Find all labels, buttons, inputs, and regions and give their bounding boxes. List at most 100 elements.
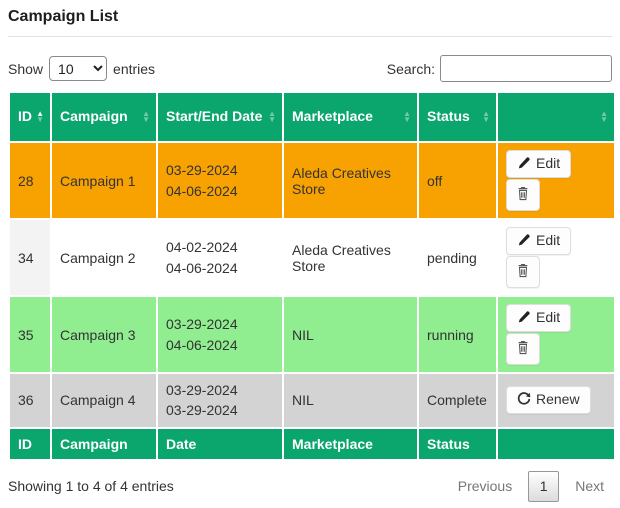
column-header-label: ID [18,108,32,125]
cell-campaign: Campaign 2 [52,220,156,295]
date-line: 04-02-2024 [166,239,238,256]
renew-button[interactable]: Renew [506,386,591,415]
cell-marketplace: Aleda Creatives Store [284,220,417,295]
table-footer: Showing 1 to 4 of 4 entries Previous 1 N… [8,470,612,502]
cell-status: Complete [419,374,496,427]
cell-marketplace: NIL [284,297,417,372]
sort-desc-icon: ▼ [142,115,150,124]
delete-button[interactable] [506,256,540,288]
sort-arrows-icon: ▲ ▼ [142,110,150,124]
trash-icon [516,340,530,358]
footer-header-date: Date [158,428,282,459]
sort-desc-icon: ▼ [36,115,44,124]
edit-button[interactable]: Edit [506,227,572,255]
footer-header-status: Status [419,428,496,459]
entries-label: entries [113,60,156,77]
next-page-button[interactable]: Next [575,478,604,495]
column-header-label: Status [427,108,470,125]
edit-button[interactable]: Edit [506,150,572,178]
column-header-status[interactable]: Status ▲ ▼ [419,93,496,141]
column-header-inner: ID ▲ ▼ [18,108,44,126]
column-header-label: Campaign [60,108,128,125]
cell-campaign: Campaign 3 [52,297,156,372]
cell-marketplace: Aleda Creatives Store [284,143,417,218]
table-row: 28 Campaign 1 03-29-2024 04-06-2024 Aleda Cr… [10,143,614,218]
pencil-icon [517,310,531,327]
pagination: Previous 1 Next [456,470,606,502]
date-line: 03-29-2024 [166,382,238,398]
campaign-table: ID ▲ ▼ Campaign ▲ ▼ Start/End Date ▲ ▼ Marketplac… [8,91,616,461]
trash-icon [516,186,530,204]
edit-button[interactable]: Edit [506,304,572,332]
column-header-inner: Start/End Date ▲ ▼ [166,108,276,126]
cell-status: running [419,297,496,372]
column-header-inner: Status ▲ ▼ [427,108,490,126]
pencil-icon [517,233,531,250]
search-label: Search: [386,60,435,77]
page-length-select[interactable]: 10 [49,56,108,81]
sort-arrows-icon: ▲ ▼ [403,109,411,124]
date-line: 03-29-2024 [166,162,238,179]
cell-id: 36 [10,374,50,427]
column-header-label: Marketplace [292,108,373,125]
cell-actions: Edit [498,220,614,295]
table-foot: ID Campaign Date Marketplace Status [10,428,614,459]
sort-arrows-icon: ▲ ▼ [36,109,44,124]
sort-desc-icon: ▼ [403,115,411,124]
column-header-start-end-date[interactable]: Start/End Date ▲ ▼ [158,93,282,141]
delete-button[interactable] [506,179,540,211]
sort-desc-icon: ▼ [482,115,490,124]
sort-arrows-icon: ▲ ▼ [268,109,276,124]
column-header-campaign[interactable]: Campaign ▲ ▼ [52,93,156,141]
column-header-actions[interactable]: ▲ ▼ [498,93,614,141]
sort-asc-icon: ▲ [36,109,44,118]
edit-button-label: Edit [536,155,561,171]
date-line: 03-29-2024 [166,402,238,419]
date-line: 04-06-2024 [166,259,238,276]
footer-header-campaign: Campaign [52,428,156,459]
pencil-icon [517,156,531,173]
edit-button-label: Edit [536,309,561,325]
sort-asc-icon: ▲ [600,109,608,118]
footer-row: ID Campaign Date Marketplace Status [10,428,614,459]
cell-actions: Renew [498,374,614,427]
sort-desc-icon: ▼ [600,115,608,124]
search-input[interactable] [440,55,612,82]
table-row: 34 Campaign 2 04-02-2024 04-06-2024 Aleda Cr… [10,220,614,295]
column-header-marketplace[interactable]: Marketplace ▲ ▼ [284,93,417,141]
title-divider [8,36,612,37]
table-body: 28 Campaign 1 03-29-2024 04-06-2024 Aleda Cr… [10,143,614,427]
edit-button-label: Edit [536,232,561,248]
page-length-control: Show 10 entries [8,56,155,81]
cell-marketplace: NIL [284,374,417,427]
sort-asc-icon: ▲ [482,109,490,118]
current-page-button[interactable]: 1 [528,470,560,502]
cell-dates: 03-29-2024 04-06-2024 [158,143,282,218]
renew-button-label: Renew [536,391,580,408]
search-control: Search: [387,55,612,82]
cell-status: off [419,143,496,218]
refresh-icon [517,392,531,409]
table-head: ID ▲ ▼ Campaign ▲ ▼ Start/End Date ▲ ▼ Marketplac… [10,93,614,141]
table-controls: Show 10 entries Search: [8,55,612,82]
cell-campaign: Campaign 4 [52,374,156,427]
sort-arrows-icon: ▲ ▼ [482,109,490,124]
cell-actions: Edit [498,297,614,372]
column-header-id[interactable]: ID ▲ ▼ [10,93,50,141]
cell-campaign: Campaign 1 [52,143,156,218]
table-row: 35 Campaign 3 03-29-2024 04-06-2024 NIL runni… [10,297,614,372]
delete-button[interactable] [506,333,540,365]
footer-header-actions [498,428,614,459]
date-line: 03-29-2024 [166,316,238,333]
previous-page-button[interactable]: Previous [457,478,513,495]
sort-arrows-icon: ▲ ▼ [600,109,608,124]
footer-header-marketplace: Marketplace [284,428,417,459]
column-header-inner: Campaign ▲ ▼ [60,108,150,126]
table-row: 36 Campaign 4 03-29-2024 03-29-2024 NIL Compl… [10,374,614,427]
cell-actions: Edit [498,143,614,218]
trash-icon [516,263,530,281]
sort-asc-icon: ▲ [403,109,411,118]
sort-desc-icon: ▼ [268,115,276,124]
column-header-inner: ▲ ▼ [506,109,608,124]
sort-asc-icon: ▲ [268,109,276,118]
